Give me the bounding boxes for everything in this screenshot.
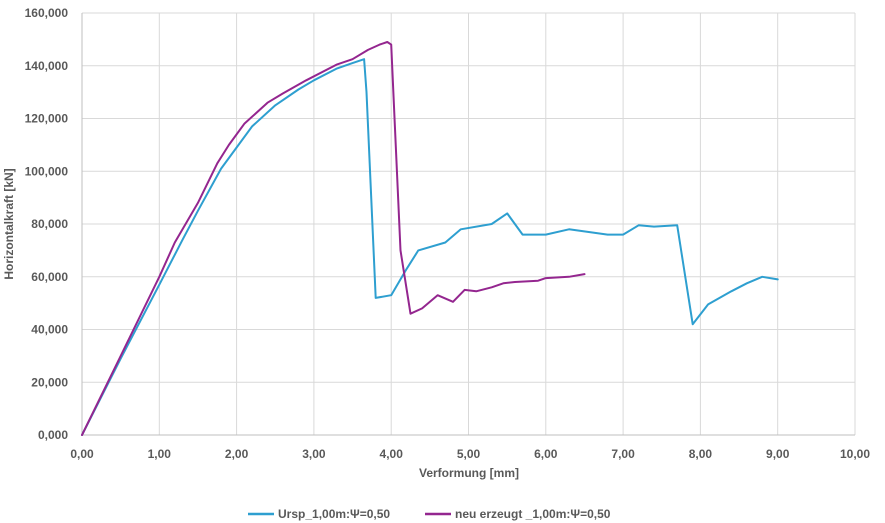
y-tick-label: 0,000 — [38, 428, 68, 442]
series-line-2 — [81, 41, 586, 436]
x-tick-label: 8,00 — [689, 447, 713, 461]
legend-label-series-2: neu erzeugt _1,00m:Ψ=0,50 — [455, 507, 611, 521]
series-layer — [81, 41, 779, 436]
x-tick-label: 9,00 — [766, 447, 790, 461]
y-tick-label: 40,000 — [31, 323, 68, 337]
x-axis-title: Verformung [mm] — [419, 466, 519, 480]
x-tick-label: 6,00 — [534, 447, 558, 461]
x-tick-label: 4,00 — [380, 447, 404, 461]
plot-border — [81, 13, 855, 436]
x-tick-label: 7,00 — [611, 447, 635, 461]
x-tick-label: 5,00 — [457, 447, 481, 461]
legend: Ursp_1,00m:Ψ=0,50 neu erzeugt _1,00m:Ψ=0… — [248, 507, 611, 521]
x-tick-label: 2,00 — [225, 447, 249, 461]
y-axis-ticks: 0,000 20,000 40,000 60,000 80,000 100,000 120,… — [25, 6, 69, 442]
x-tick-label: 3,00 — [302, 447, 326, 461]
x-tick-label: 1,00 — [148, 447, 172, 461]
y-axis-title: Horizontalkraft [kN] — [2, 168, 16, 279]
y-tick-label: 60,000 — [31, 270, 68, 284]
x-tick-label: 0,00 — [70, 447, 94, 461]
grid — [82, 12, 856, 435]
x-axis-ticks: 0,00 1,00 2,00 3,00 4,00 5,00 6,00 7,00 8,00 9,00… — [70, 447, 870, 461]
y-tick-label: 20,000 — [31, 375, 68, 389]
y-tick-label: 140,000 — [25, 59, 69, 73]
y-tick-label: 80,000 — [31, 217, 68, 231]
x-tick-label: 10,00 — [840, 447, 870, 461]
legend-label-series-1: Ursp_1,00m:Ψ=0,50 — [278, 507, 390, 521]
y-tick-label: 160,000 — [25, 6, 69, 20]
y-tick-label: 120,000 — [25, 112, 69, 126]
series-line-1 — [81, 58, 779, 436]
y-tick-label: 100,000 — [25, 164, 69, 178]
